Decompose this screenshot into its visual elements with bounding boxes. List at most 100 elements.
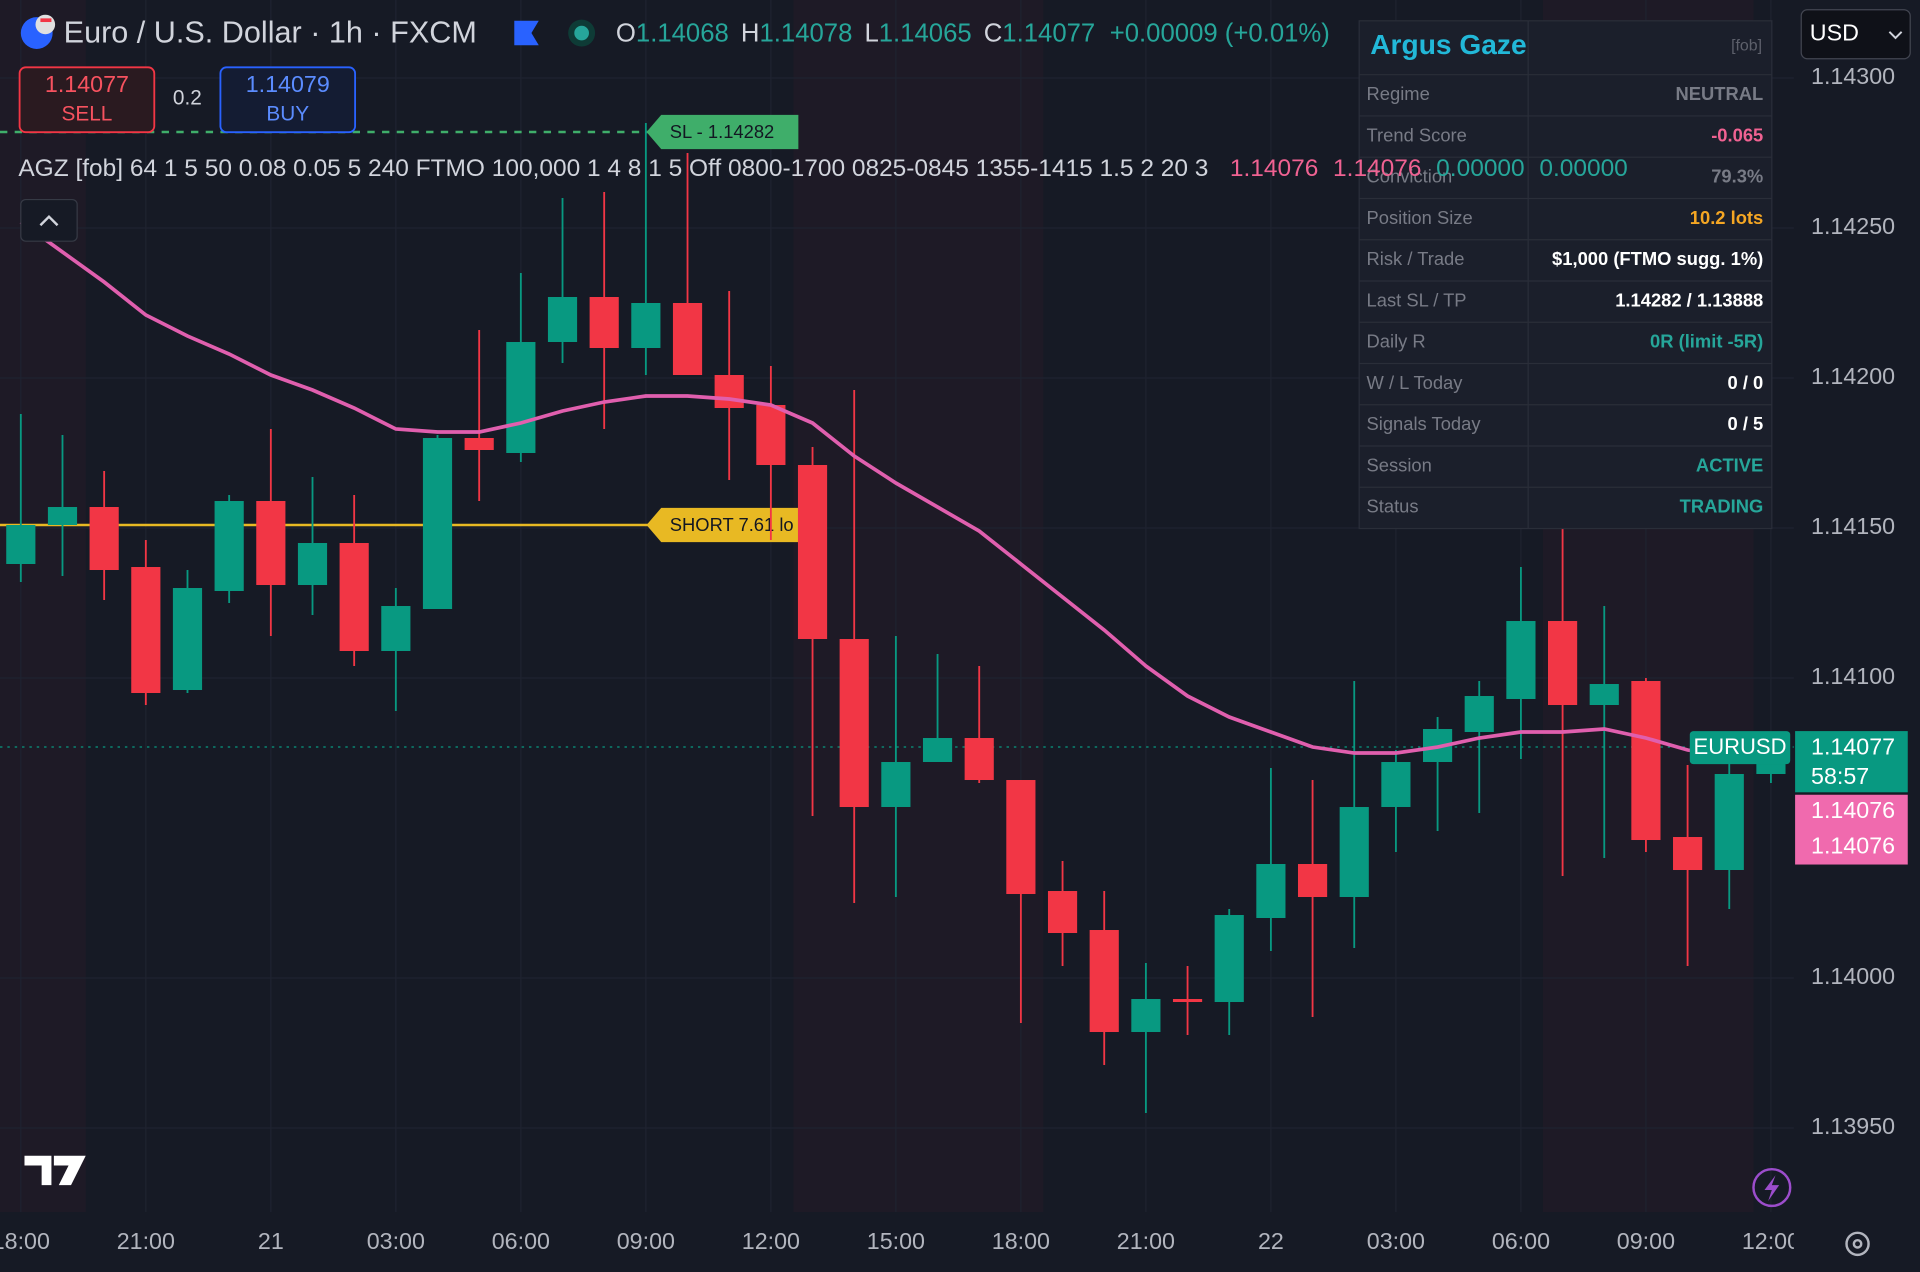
- candle-body: [1006, 780, 1036, 895]
- candle-body: [756, 405, 786, 466]
- y-tick-label: 1.14250: [1811, 213, 1895, 239]
- indicator-value: 1.14076: [1230, 156, 1318, 183]
- y-tick-label: 1.14300: [1811, 63, 1895, 89]
- candle-body: [422, 438, 453, 610]
- panel-value: TRADING: [1680, 496, 1764, 517]
- sell-button[interactable]: [18, 66, 156, 134]
- candle-body: [589, 297, 619, 349]
- ohlc-label: H: [741, 19, 760, 47]
- x-tick-label: 21:00: [1117, 1228, 1175, 1254]
- y-tick-label: 1.14150: [1811, 513, 1895, 539]
- plot: SL - 1.14282 SHORT 7.61 lo: [0, 114, 1794, 1114]
- settings-icon[interactable]: [1845, 1231, 1870, 1257]
- symbol-icon: [40, 18, 52, 23]
- candle-body: [1339, 807, 1369, 898]
- candle-body: [797, 465, 828, 640]
- panel-label: Position Size: [1367, 207, 1473, 228]
- candle-body: [1381, 762, 1411, 808]
- candle-body: [1464, 696, 1494, 733]
- panel-value: 1.14282 / 1.13888: [1615, 289, 1763, 310]
- candle-body: [964, 738, 994, 781]
- x-tick-label: 22: [1258, 1228, 1284, 1254]
- collapse-button[interactable]: [20, 198, 78, 242]
- ohlc: O1.14068 H1.14078 L1.14065 C1.14077 +0.0…: [616, 19, 1330, 47]
- indicator-line: AGZ [fob] 64 1 5 50 0.08 0.05 5 240 FTMO…: [18, 156, 1627, 183]
- panel-value: ACTIVE: [1696, 454, 1763, 475]
- candle-body: [881, 762, 911, 808]
- candle-body: [1547, 621, 1578, 706]
- panel-value: NEUTRAL: [1676, 83, 1764, 104]
- candle-body: [256, 501, 286, 586]
- collapse-icon: [39, 214, 59, 227]
- ohlc-value: 1.14065: [879, 19, 972, 47]
- panel-label: Risk / Trade: [1367, 248, 1465, 269]
- ohlc-value: 1.14077: [1002, 19, 1095, 47]
- panel-label: Regime: [1367, 83, 1430, 104]
- y-axis: 1.14300 1.14250 1.14200 1.14150 1.14100 1.140…: [1811, 63, 1895, 1139]
- x-tick-label: 21:00: [117, 1228, 175, 1254]
- candle-body: [631, 303, 661, 349]
- panel-label: W / L Today: [1367, 372, 1464, 393]
- x-axis: 18:00 21:00 21 03:00 06:00 09:00 12:00 15:00 18:…: [0, 1228, 1800, 1254]
- countdown: 58:57: [1811, 763, 1869, 789]
- panel-label: Last SL / TP: [1367, 289, 1467, 310]
- candle-body: [6, 525, 36, 565]
- y-tick-label: 1.14200: [1811, 363, 1895, 389]
- panel-label: Conviction: [1367, 166, 1453, 187]
- candle-body: [1297, 864, 1328, 898]
- spread: 0.2: [173, 87, 202, 110]
- candle-body: [1589, 684, 1619, 706]
- candle-body: [506, 342, 536, 454]
- candle-body: [297, 543, 328, 586]
- ohlc-value: 1.14078: [759, 19, 852, 47]
- currency: USD: [1810, 19, 1859, 45]
- indicator-value: 0.00000: [1539, 156, 1627, 183]
- panel-value: 10.2 lots: [1690, 207, 1763, 228]
- candle-body: [1214, 915, 1244, 1003]
- panel-bg: [1358, 20, 1773, 530]
- candle-body: [381, 606, 411, 652]
- sell-label: SELL: [61, 103, 112, 126]
- info-panel: Argus Gaze [fob] Regime NEUTRAL Trend Score -…: [1358, 20, 1773, 530]
- candle-body: [47, 507, 78, 526]
- candle-body: [464, 438, 494, 451]
- panel-value: $1,000 (FTMO sugg. 1%): [1552, 248, 1763, 269]
- price-tag-value: 1.14077: [1811, 733, 1895, 759]
- x-tick-label: 06:00: [492, 1228, 550, 1254]
- panel-value: 0 / 0: [1728, 372, 1764, 393]
- level-label: SL - 1.14282: [670, 121, 774, 142]
- buy-price: 1.14079: [246, 71, 330, 97]
- symbol-title: Euro / U.S. Dollar · 1h · FXCM: [64, 15, 477, 49]
- candle-body: [1047, 891, 1078, 934]
- candle-body: [922, 738, 953, 763]
- panel-tag: [fob]: [1731, 38, 1762, 55]
- x-tick-label: 18:00: [992, 1228, 1050, 1254]
- x-tick-label: 12:00: [1742, 1228, 1800, 1254]
- ohlc-value: 1.14068: [636, 19, 729, 47]
- candle-body: [1131, 999, 1161, 1033]
- price-tag: [1795, 731, 1908, 793]
- buy-button[interactable]: [219, 66, 357, 134]
- panel-value: 0 / 5: [1728, 413, 1764, 434]
- settings-icon: [1852, 1238, 1863, 1249]
- panel-label: Signals Today: [1367, 413, 1482, 434]
- candle-body: [1172, 999, 1203, 1003]
- x-tick-label: 09:00: [617, 1228, 675, 1254]
- y-tick-label: 1.14000: [1811, 963, 1895, 989]
- panel-label: Daily R: [1367, 331, 1426, 352]
- indicator-params: AGZ [fob] 64 1 5 50 0.08 0.05 5 240 FTMO…: [18, 156, 1208, 183]
- logo: [24, 1155, 86, 1186]
- indicator-value: 1.14076: [1333, 156, 1421, 183]
- symbol-icon: [35, 14, 56, 35]
- alert-icon[interactable]: [1752, 1167, 1792, 1208]
- moving-average: [19, 220, 1772, 761]
- candle-body: [547, 297, 578, 343]
- x-tick-label: 09:00: [1617, 1228, 1675, 1254]
- ohlc-label: L: [864, 19, 878, 47]
- buy-label: BUY: [266, 103, 309, 126]
- x-tick-label: 03:00: [1367, 1228, 1425, 1254]
- alert-icon: [1764, 1175, 1780, 1201]
- candle-body: [1506, 621, 1536, 700]
- currency-dropdown[interactable]: [1800, 9, 1911, 60]
